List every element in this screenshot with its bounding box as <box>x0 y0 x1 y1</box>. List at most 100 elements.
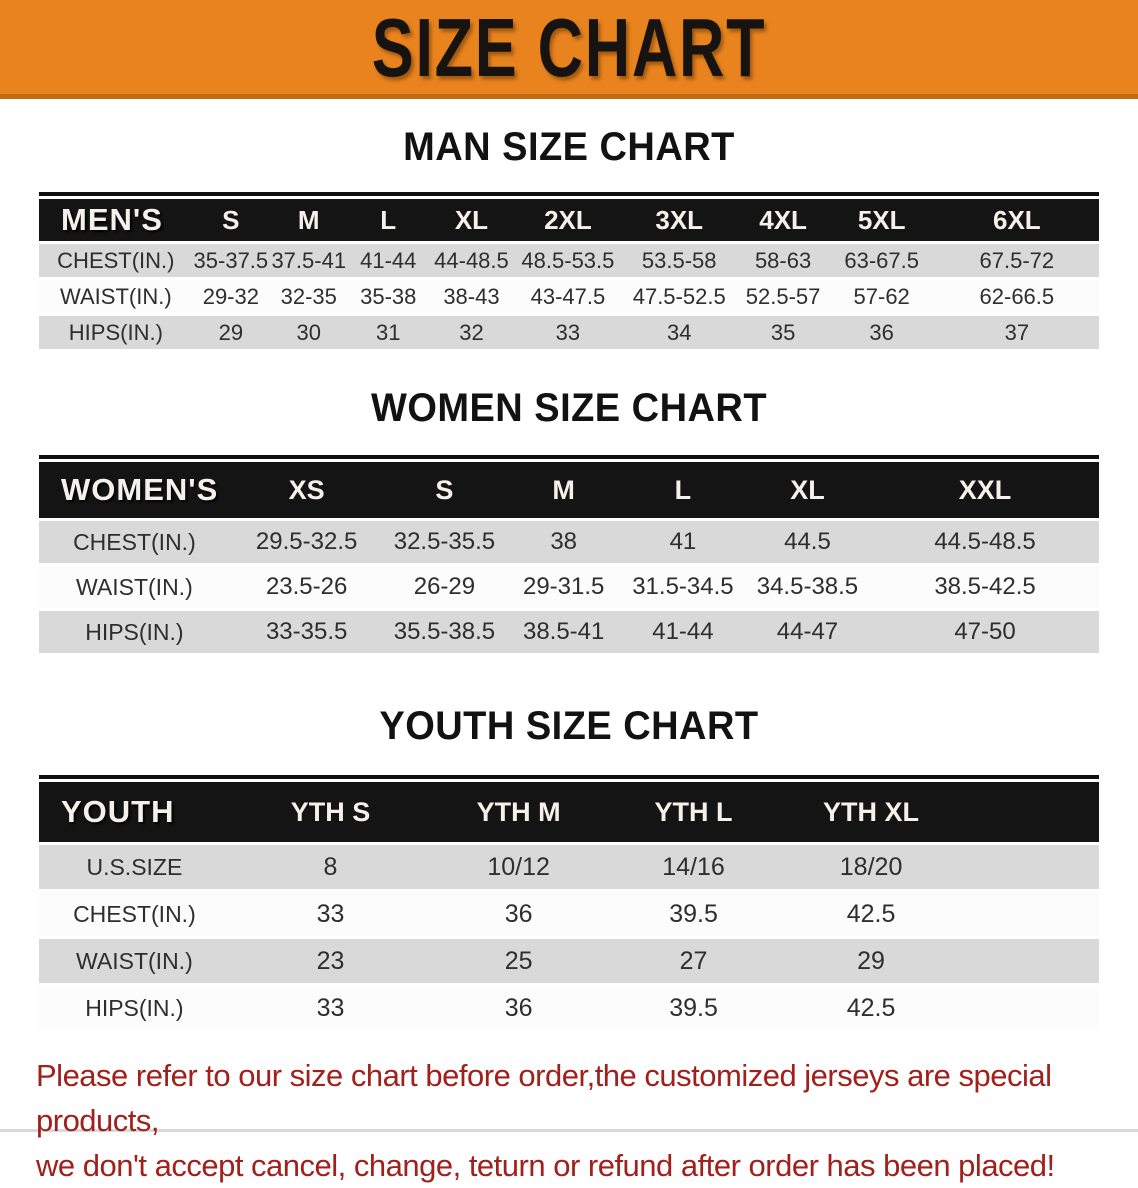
size-value-cell: 31.5-34.5 <box>621 566 744 608</box>
size-column-header: S <box>192 199 269 241</box>
size-column-header: L <box>621 462 744 518</box>
size-value-cell: 34.5-38.5 <box>743 566 872 608</box>
table-corner-label: WOMEN'S <box>39 462 230 518</box>
size-value-cell: 33 <box>229 892 432 936</box>
womens-section-heading: WOMEN SIZE CHART <box>370 386 768 430</box>
row-label: WAIST(IN.) <box>39 939 230 983</box>
size-value-cell: 41 <box>621 521 744 563</box>
youth-section-heading: YOUTH SIZE CHART <box>379 704 759 748</box>
size-value-cell: 32 <box>428 316 515 349</box>
size-value-cell: 39.5 <box>606 892 781 936</box>
measurement-row: HIPS(IN.) 33 36 39.5 42.5 <box>39 986 1099 1030</box>
order-disclaimer: Please refer to our size chart before or… <box>0 1053 1138 1188</box>
filler-cell <box>961 892 1099 936</box>
row-label: HIPS(IN.) <box>39 316 193 349</box>
size-value-cell: 35.5-38.5 <box>383 611 506 653</box>
size-column-header: S <box>383 462 506 518</box>
size-column-header: YTH XL <box>780 782 962 842</box>
size-value-cell: 39.5 <box>606 986 781 1030</box>
size-value-cell: 43-47.5 <box>514 280 621 313</box>
filler-cell <box>961 845 1099 889</box>
size-column-header: 2XL <box>514 199 621 241</box>
size-value-cell: 35 <box>737 316 829 349</box>
mens-section: MAN SIZE CHART MEN'S S M L XL 2XL 3XL 4XL 5XL 6XL… <box>0 125 1138 352</box>
size-value-cell: 35-37.5 <box>192 244 269 277</box>
size-value-cell: 44.5 <box>743 521 872 563</box>
size-value-cell: 53.5-58 <box>620 244 738 277</box>
size-value-cell: 29-32 <box>192 280 269 313</box>
size-value-cell: 38-43 <box>428 280 515 313</box>
filler-cell <box>961 986 1099 1030</box>
banner-title: SIZE CHART <box>371 0 767 94</box>
size-value-cell: 25 <box>431 939 607 983</box>
size-value-cell: 38.5-41 <box>505 611 622 653</box>
measurement-row: CHEST(IN.) 33 36 39.5 42.5 <box>39 892 1099 936</box>
header-row: YOUTH YTH S YTH M YTH L YTH XL <box>39 782 1099 842</box>
womens-size-table: WOMEN'S XS S M L XL XXL CHEST(IN.) 29.5-32.5 32.5… <box>39 455 1099 656</box>
measurement-row: U.S.SIZE 8 10/12 14/16 18/20 <box>39 845 1099 889</box>
size-value-cell: 10/12 <box>431 845 607 889</box>
size-value-cell: 29.5-32.5 <box>229 521 384 563</box>
size-value-cell: 29-31.5 <box>505 566 622 608</box>
measurement-row: CHEST(IN.) 35-37.5 37.5-41 41-44 44-48.5 48.5… <box>39 244 1099 277</box>
measurement-row: WAIST(IN.) 23.5-26 26-29 29-31.5 31.5-34.5 34… <box>39 566 1099 608</box>
filler-header-cell <box>961 782 1099 842</box>
size-value-cell: 48.5-53.5 <box>514 244 621 277</box>
size-value-cell: 62-66.5 <box>934 280 1099 313</box>
header-row: MEN'S S M L XL 2XL 3XL 4XL 5XL 6XL <box>39 199 1099 241</box>
disclaimer-line-1: Please refer to our size chart before or… <box>36 1058 1052 1138</box>
size-value-cell: 18/20 <box>780 845 962 889</box>
size-value-cell: 47-50 <box>871 611 1099 653</box>
size-value-cell: 44.5-48.5 <box>871 521 1099 563</box>
size-column-header: XL <box>428 199 515 241</box>
size-value-cell: 29 <box>780 939 962 983</box>
row-label: U.S.SIZE <box>39 845 230 889</box>
size-value-cell: 8 <box>229 845 432 889</box>
size-value-cell: 42.5 <box>780 892 962 936</box>
measurement-row: WAIST(IN.) 23 25 27 29 <box>39 939 1099 983</box>
size-column-header: M <box>269 199 349 241</box>
size-column-header: L <box>348 199 428 241</box>
size-chart-banner: SIZE CHART <box>0 0 1138 99</box>
row-label: WAIST(IN.) <box>39 566 230 608</box>
size-column-header: 5XL <box>828 199 935 241</box>
size-column-header: 6XL <box>934 199 1099 241</box>
row-label: HIPS(IN.) <box>39 986 230 1030</box>
table-corner-label: YOUTH <box>39 782 230 842</box>
size-column-header: 4XL <box>737 199 829 241</box>
row-label: CHEST(IN.) <box>39 244 193 277</box>
size-value-cell: 36 <box>828 316 935 349</box>
youth-size-table: YOUTH YTH S YTH M YTH L YTH XL U.S.SIZE 8 10/12… <box>39 775 1099 1033</box>
size-value-cell: 26-29 <box>383 566 506 608</box>
size-value-cell: 37 <box>934 316 1099 349</box>
size-value-cell: 29 <box>192 316 269 349</box>
size-value-cell: 38 <box>505 521 622 563</box>
size-value-cell: 33-35.5 <box>229 611 384 653</box>
size-value-cell: 67.5-72 <box>934 244 1099 277</box>
header-row: WOMEN'S XS S M L XL XXL <box>39 462 1099 518</box>
row-label: CHEST(IN.) <box>39 521 230 563</box>
size-column-header: YTH M <box>431 782 607 842</box>
disclaimer-line-2: we don't accept cancel, change, teturn o… <box>36 1148 1055 1183</box>
size-value-cell: 38.5-42.5 <box>871 566 1099 608</box>
size-value-cell: 63-67.5 <box>828 244 935 277</box>
size-value-cell: 14/16 <box>606 845 781 889</box>
row-label: HIPS(IN.) <box>39 611 230 653</box>
size-value-cell: 27 <box>606 939 781 983</box>
size-value-cell: 34 <box>620 316 738 349</box>
youth-section: YOUTH SIZE CHART YOUTH YTH S YTH M YTH L YTH… <box>0 704 1138 1033</box>
size-column-header: YTH S <box>229 782 432 842</box>
size-value-cell: 35-38 <box>348 280 428 313</box>
size-value-cell: 41-44 <box>621 611 744 653</box>
size-column-header: M <box>505 462 622 518</box>
size-value-cell: 41-44 <box>348 244 428 277</box>
womens-section: WOMEN SIZE CHART WOMEN'S XS S M L XL XXL CHEST(… <box>0 386 1138 656</box>
size-value-cell: 36 <box>431 986 607 1030</box>
size-value-cell: 47.5-52.5 <box>620 280 738 313</box>
size-column-header: 3XL <box>620 199 738 241</box>
size-value-cell: 23 <box>229 939 432 983</box>
measurement-row: HIPS(IN.) 33-35.5 35.5-38.5 38.5-41 41-44 44-… <box>39 611 1099 653</box>
size-value-cell: 31 <box>348 316 428 349</box>
mens-size-table: MEN'S S M L XL 2XL 3XL 4XL 5XL 6XL CHEST(IN.) 35-37… <box>39 192 1099 352</box>
size-column-header: XL <box>743 462 872 518</box>
